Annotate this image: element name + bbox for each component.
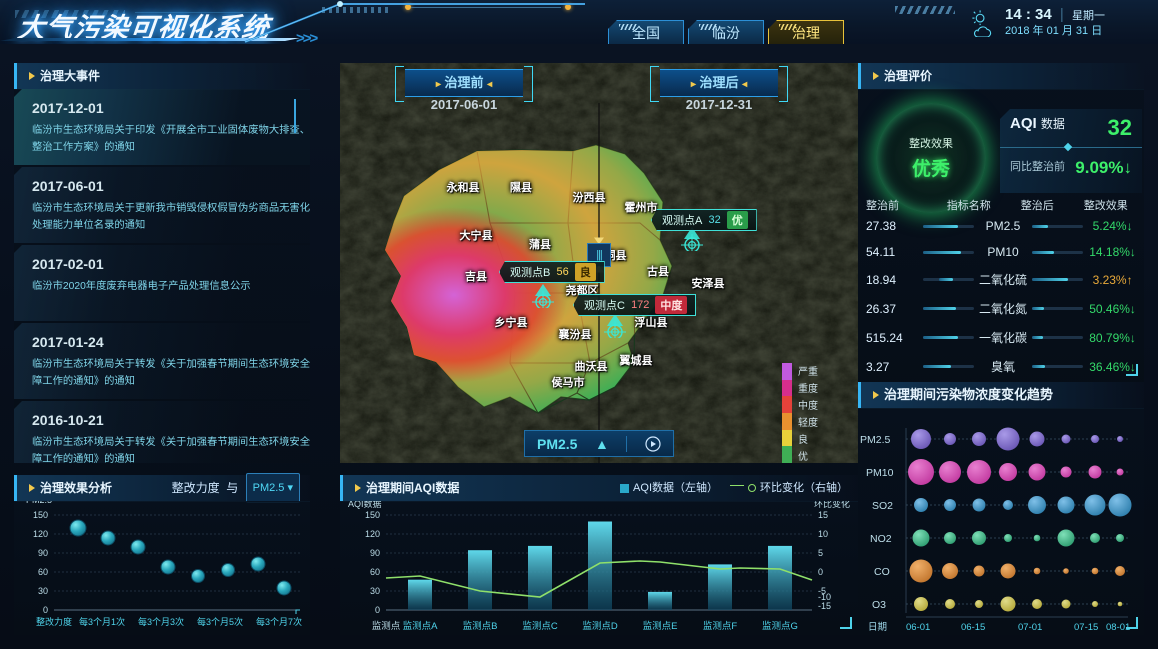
svg-text:60: 60 — [38, 567, 48, 577]
svg-text:SO2: SO2 — [872, 500, 893, 512]
svg-text:每3个月1次: 每3个月1次 — [79, 616, 125, 627]
svg-text:0: 0 — [43, 605, 48, 615]
svg-text:07-15: 07-15 — [1074, 622, 1098, 633]
svg-text:每3个月3次: 每3个月3次 — [138, 616, 184, 627]
svg-text:监测点E: 监测点E — [643, 620, 678, 632]
svg-text:06-01: 06-01 — [906, 622, 930, 633]
svg-text:-15: -15 — [818, 601, 831, 611]
svg-text:30: 30 — [38, 586, 48, 596]
svg-text:环比变化: 环比变化 — [814, 501, 850, 509]
svg-text:PM10: PM10 — [866, 467, 894, 479]
svg-text:0: 0 — [818, 567, 823, 577]
svg-text:10: 10 — [818, 529, 828, 539]
svg-text:150: 150 — [33, 510, 48, 520]
svg-text:90: 90 — [38, 548, 48, 558]
svg-text:120: 120 — [33, 529, 48, 539]
svg-text:PM2.5: PM2.5 — [860, 434, 891, 446]
svg-text:CO: CO — [874, 566, 890, 578]
svg-text:日期: 日期 — [868, 622, 887, 633]
svg-text:5: 5 — [818, 548, 823, 558]
svg-text:60: 60 — [370, 567, 380, 577]
svg-text:监测点B: 监测点B — [463, 620, 498, 632]
svg-text:监测点C: 监测点C — [522, 620, 558, 632]
svg-text:监测点F: 监测点F — [703, 620, 738, 632]
svg-text:NO2: NO2 — [870, 533, 892, 545]
svg-text:07-01: 07-01 — [1018, 622, 1042, 633]
svg-text:0: 0 — [375, 605, 380, 615]
svg-text:O3: O3 — [872, 599, 886, 611]
svg-text:每3个月7次: 每3个月7次 — [256, 616, 302, 627]
svg-text:监测点G: 监测点G — [762, 620, 798, 632]
svg-text:15: 15 — [818, 510, 828, 520]
svg-text:30: 30 — [370, 586, 380, 596]
svg-text:整改力度: 整改力度 — [36, 616, 72, 627]
svg-text:监测点D: 监测点D — [582, 620, 618, 632]
svg-text:150: 150 — [365, 510, 380, 520]
svg-text:PM2.5: PM2.5 — [26, 501, 52, 505]
svg-text:06-15: 06-15 — [961, 622, 985, 633]
svg-text:监测点A: 监测点A — [403, 620, 439, 632]
svg-text:每3个月5次: 每3个月5次 — [197, 616, 243, 627]
svg-text:监测点: 监测点 — [372, 620, 401, 632]
svg-text:90: 90 — [370, 548, 380, 558]
svg-text:AQI数据: AQI数据 — [348, 501, 382, 509]
svg-text:120: 120 — [365, 529, 380, 539]
